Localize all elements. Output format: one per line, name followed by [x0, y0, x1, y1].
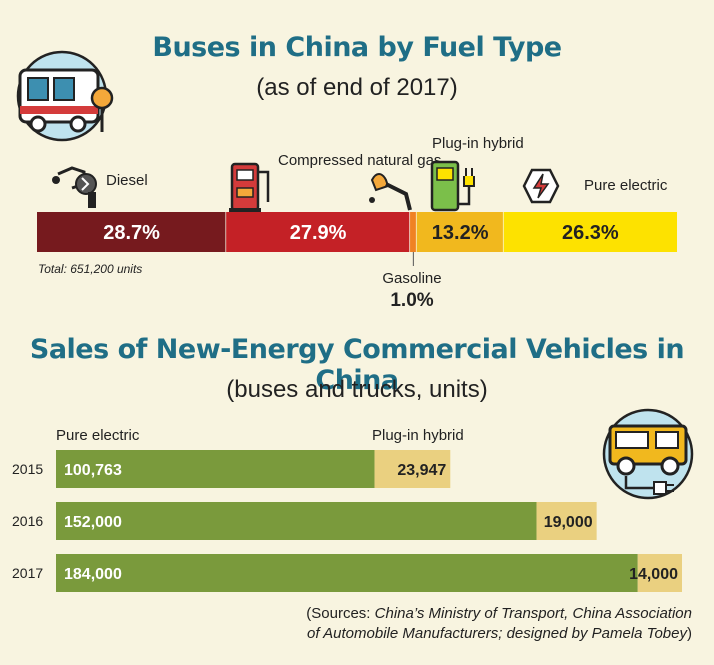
- value-plug-in-hybrid: 14,000: [629, 566, 678, 583]
- gasoline-nozzle-icon: [369, 173, 412, 211]
- fuel-segment-diesel: [37, 212, 227, 252]
- chart2-title: Sales of New-Energy Commercial Vehicles …: [29, 334, 685, 396]
- year-label: 2016: [12, 513, 43, 529]
- diesel-label: Diesel: [106, 172, 148, 189]
- chart1-subtitle: (as of end of 2017): [256, 74, 458, 101]
- fuel-value-label: 27.9%: [290, 222, 347, 244]
- sales-bar-chart: 2015 100,763 23,947 2016 152,000 19,000 2017 18…: [12, 450, 682, 592]
- bar-plug-in-hybrid: [374, 450, 451, 488]
- cng-pump-icon: [229, 162, 270, 213]
- fuel-segment-compressed-natural-gas: [226, 212, 411, 252]
- chart2-subtitle: (buses and trucks, units): [226, 376, 488, 403]
- sources-prefix: (Sources:: [306, 605, 375, 622]
- fuel-pump-nozzle-icon: [52, 166, 97, 208]
- fuel-value-label: 13.2%: [432, 222, 489, 244]
- fuel-value-label: 26.3%: [562, 222, 619, 244]
- plug-in-charger-icon: [430, 160, 475, 212]
- bus-icon: [16, 50, 114, 142]
- sources-line2: of Automobile Manufacturers; designed by…: [307, 625, 687, 642]
- value-plug-in-hybrid: 23,947: [397, 462, 446, 479]
- value-pure-electric: 100,763: [64, 462, 122, 479]
- bar-pure-electric: [56, 554, 638, 592]
- chart1-title: Buses in China by Fuel Type: [152, 32, 562, 63]
- legend-pure-electric: Pure electric: [56, 427, 140, 444]
- total-units-note: Total: 651,200 units: [38, 262, 143, 276]
- plug-in-hybrid-label: Plug-in hybrid: [432, 135, 524, 152]
- sources-suffix: ): [687, 625, 692, 642]
- pure-electric-label: Pure electric: [584, 177, 668, 194]
- value-pure-electric: 152,000: [64, 514, 122, 531]
- value-pure-electric: 184,000: [64, 566, 122, 583]
- cng-label: Compressed natural gas: [278, 152, 442, 169]
- gasoline-label: Gasoline: [382, 270, 442, 287]
- sources-line1: China’s Ministry of Transport, China Ass…: [374, 605, 692, 622]
- fuel-segment-plug-in-hybrid: [416, 212, 504, 252]
- legend-plug-in-hybrid: Plug-in hybrid: [372, 427, 464, 444]
- fuel-type-stacked-bar: 28.7% 27.9% 13.2% 26.3%: [37, 212, 677, 266]
- value-plug-in-hybrid: 19,000: [544, 514, 593, 531]
- fuel-value-label: 28.7%: [103, 222, 160, 244]
- gasoline-value: 1.0%: [390, 290, 434, 311]
- bar-pure-electric: [56, 450, 375, 488]
- pure-electric-icon: [522, 168, 560, 204]
- sources-note: (Sources: China’s Ministry of Transport,…: [306, 604, 692, 644]
- bar-plug-in-hybrid: [536, 502, 597, 540]
- fuel-segment-gasoline: [410, 212, 417, 252]
- electric-truck-icon: [602, 408, 694, 500]
- bar-pure-electric: [56, 502, 537, 540]
- bar-plug-in-hybrid: [637, 554, 682, 592]
- year-label: 2015: [12, 461, 43, 477]
- fuel-segment-pure-electric: [503, 212, 677, 252]
- year-label: 2017: [12, 565, 43, 581]
